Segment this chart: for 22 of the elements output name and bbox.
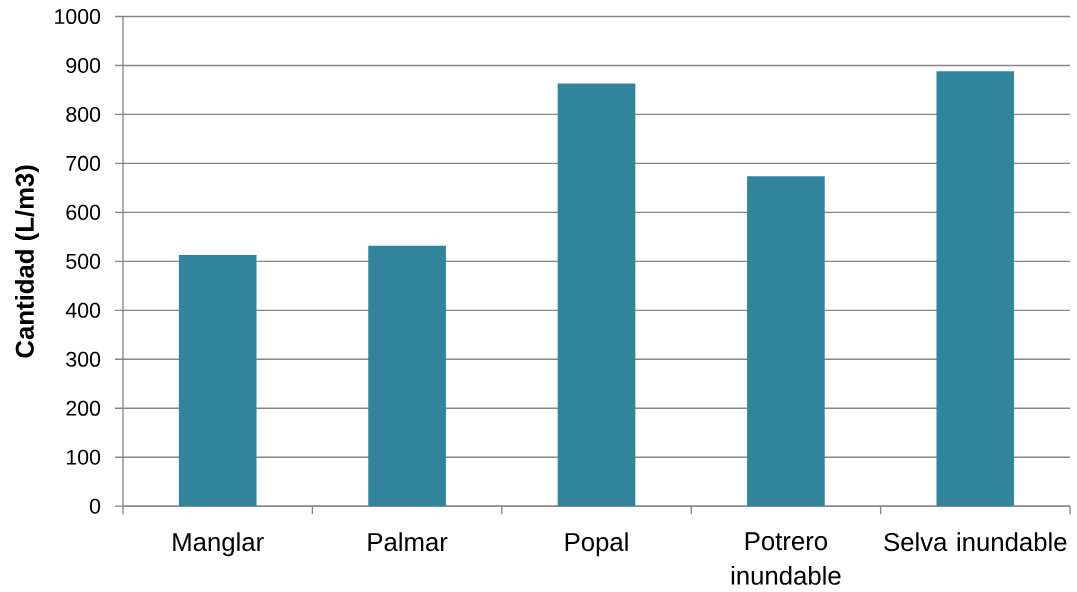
y-tick-label: 100 (66, 449, 101, 465)
x-tick-label: Manglar (173, 532, 264, 557)
y-tick-label: 0 (89, 498, 101, 514)
y-tick-label: 800 (66, 106, 101, 122)
bar (936, 71, 1015, 507)
y-tick-label: 300 (66, 351, 101, 367)
x-tick-label: Selva inundable (884, 532, 1067, 552)
x-tick-label: Palmar (368, 532, 448, 552)
y-tick-label: 1000 (55, 8, 101, 25)
y-tick-label: 400 (65, 302, 101, 318)
y-tick-label: 500 (66, 253, 101, 269)
bar (178, 254, 257, 507)
y-tick-label: 700 (66, 155, 101, 171)
x-tick-label: Popal (565, 532, 628, 557)
y-tick-label: 600 (66, 204, 101, 220)
bar (368, 245, 446, 507)
y-axis-title: Cantidad (L/m3) (15, 165, 39, 358)
bar (747, 176, 825, 507)
bar (557, 83, 636, 507)
y-tick-label: 900 (66, 57, 101, 74)
x-tick-label: Potrero inundable (731, 532, 841, 585)
y-tick-label: 200 (66, 400, 101, 416)
